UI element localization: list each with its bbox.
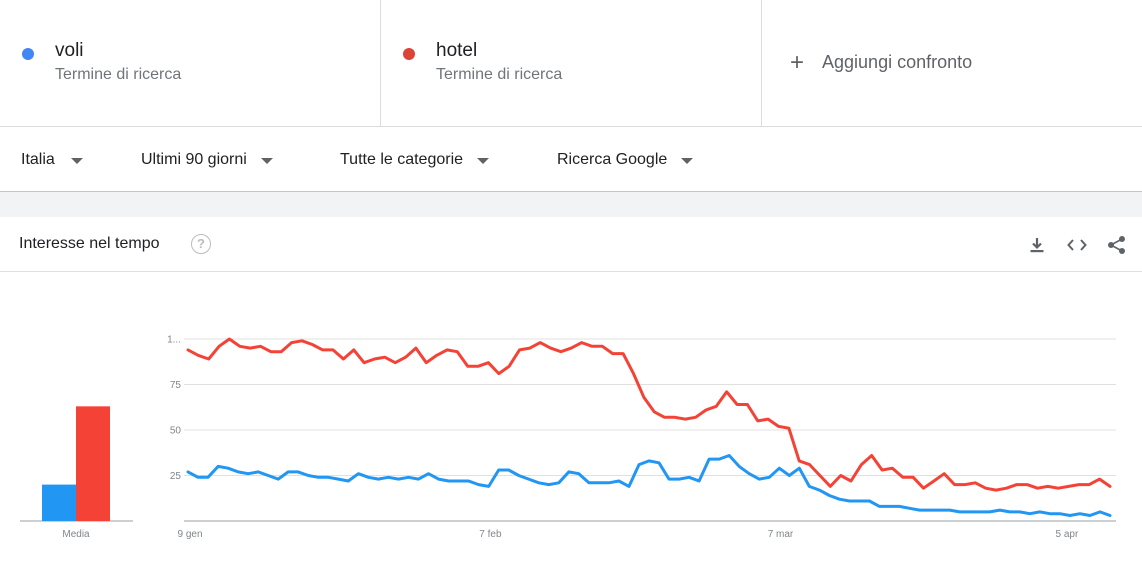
average-label: Media (62, 529, 90, 540)
search-type-dropdown[interactable]: Ricerca Google (557, 151, 694, 169)
term-subtitle: Termine di ricerca (436, 66, 563, 83)
series-color-dot (22, 48, 34, 60)
compare-bar: voli Termine di ricerca hotel Termine di… (0, 0, 1142, 127)
card-title: Interesse nel tempo (19, 235, 160, 252)
y-tick-label: 50 (170, 426, 182, 437)
y-tick-label: 25 (170, 471, 182, 482)
period-dropdown[interactable]: Ultimi 90 giorni (141, 151, 273, 169)
filter-bar: Italia Ultimi 90 giorni Tutte le categor… (0, 127, 1142, 192)
region-dropdown[interactable]: Italia (21, 151, 83, 169)
search-term-hotel[interactable]: hotel Termine di ricerca (381, 0, 762, 126)
series-color-dot (403, 48, 415, 60)
series-line-hotel (186, 337, 1112, 492)
share-icon[interactable] (1106, 234, 1128, 256)
term-subtitle: Termine di ricerca (55, 66, 182, 83)
series-line-voli (186, 454, 1112, 517)
help-circle-icon[interactable]: ? (191, 234, 211, 254)
chevron-down-icon (477, 157, 490, 164)
search-type-value: Ricerca Google (557, 151, 668, 168)
term-name: voli (55, 40, 84, 61)
embed-icon[interactable] (1066, 234, 1088, 256)
section-divider (0, 192, 1142, 217)
average-bar-hotel (76, 406, 110, 521)
category-dropdown[interactable]: Tutte le categorie (340, 151, 490, 169)
chevron-down-icon (260, 157, 273, 164)
x-tick-label: 5 apr (1056, 529, 1079, 540)
download-icon[interactable] (1026, 234, 1048, 256)
chevron-down-icon (70, 157, 83, 164)
chevron-down-icon (681, 157, 694, 164)
average-bar-voli (42, 484, 76, 521)
interest-chart: 25 50 75 1... 9 gen 7 feb 7 mar 5 apr Media (20, 335, 1116, 540)
add-comparison-button[interactable]: + Aggiungi confronto (762, 0, 1142, 126)
x-tick-label: 7 feb (479, 529, 502, 540)
category-value: Tutte le categorie (340, 151, 464, 168)
period-value: Ultimi 90 giorni (141, 151, 247, 168)
term-name: hotel (436, 40, 478, 61)
add-comparison-label: Aggiungi confronto (822, 52, 973, 72)
search-term-voli[interactable]: voli Termine di ricerca (0, 0, 381, 126)
y-tick-label: 75 (170, 380, 182, 391)
plus-icon: + (790, 48, 805, 76)
x-tick-label: 9 gen (177, 529, 202, 540)
y-tick-label: 1... (167, 335, 181, 346)
interest-over-time-header: Interesse nel tempo ? (0, 217, 1142, 272)
region-value: Italia (21, 151, 55, 168)
x-tick-label: 7 mar (768, 529, 794, 540)
